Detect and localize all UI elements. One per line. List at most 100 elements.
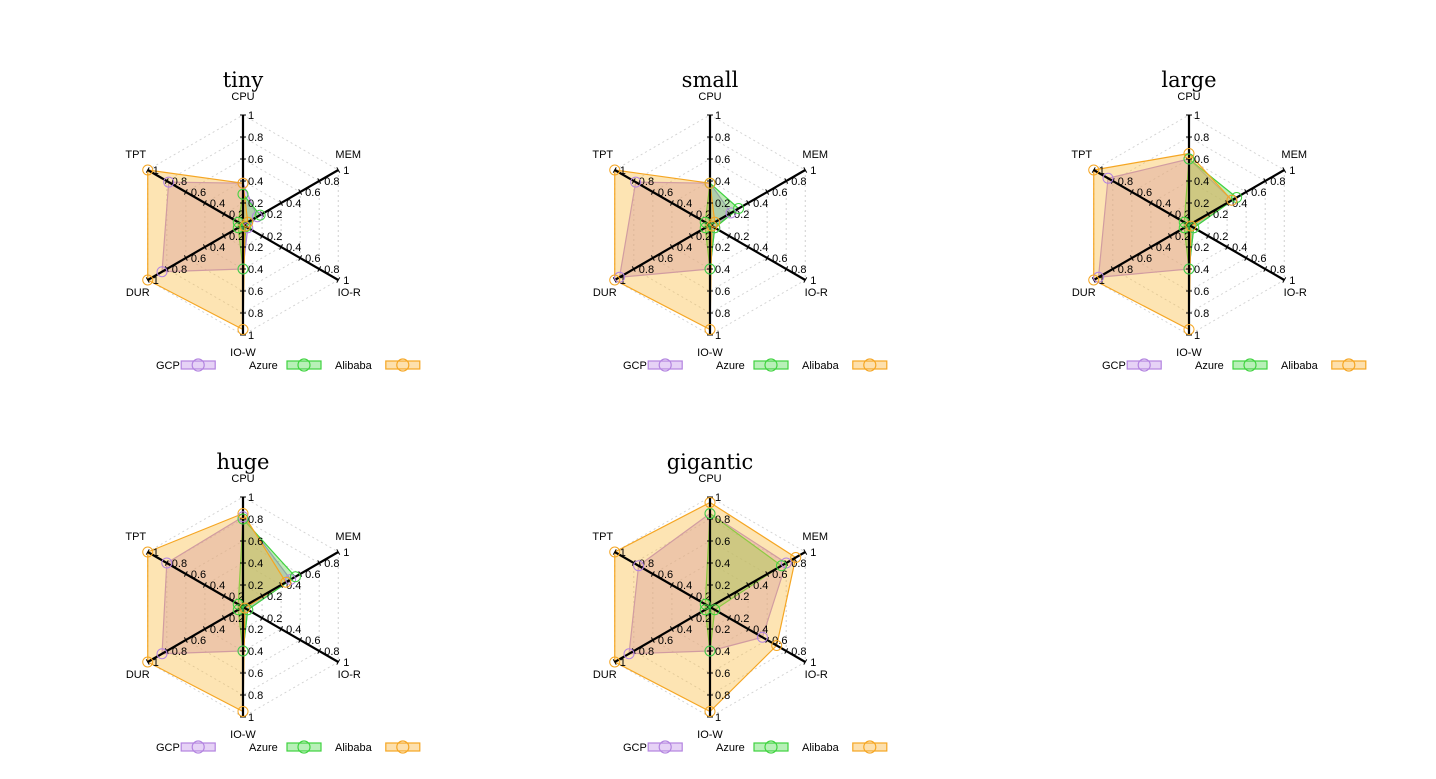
tick-label: 0.6 (1251, 253, 1266, 265)
tick-label: 1 (1194, 330, 1200, 342)
tick-label: 0.4 (210, 198, 225, 210)
legend-label-azure: Azure (1195, 360, 1224, 372)
tick-label: 1 (153, 547, 159, 559)
data-point-azure (699, 598, 711, 610)
data-point-alibaba (142, 164, 154, 176)
axis-label-cpu: CPU (231, 91, 254, 103)
tick-label: 1 (1099, 165, 1105, 177)
data-point-azure (1183, 153, 1195, 165)
axis-line-io-r (1188, 224, 1285, 281)
tick-label: 0.4 (286, 198, 301, 210)
legend-marker-azure (764, 740, 778, 754)
axis-line-tpt (147, 551, 244, 608)
radar-chart-small: small 0.2 0.4 0.6 0.8 1 CPU 0.2 0.4 0.6 0.8 1 MEM 0.2… (592, 68, 888, 372)
tick-mark (727, 233, 731, 239)
data-point-gcp (630, 176, 642, 188)
data-point-alibaba (704, 706, 716, 717)
axis-line-mem (709, 551, 806, 608)
radar-chart-gigantic: gigantic 0.2 0.4 0.6 0.8 1 CPU 0.2 0.4 0.6 0.8 1 MEM… (592, 450, 888, 754)
tick-label: 1 (715, 110, 721, 122)
tick-mark (669, 244, 674, 250)
tick-mark (145, 549, 150, 555)
tick-mark (1225, 244, 1230, 250)
data-point-alibaba (609, 164, 621, 176)
legend-swatch-alibaba (385, 742, 421, 752)
axis-label-io-r: IO-R (338, 287, 361, 299)
tick-label: 0.4 (286, 242, 301, 254)
tick-label: 0.4 (677, 198, 692, 210)
legend-label-gcp: GCP (156, 360, 180, 372)
tick-mark (1263, 266, 1268, 272)
data-point-azure (237, 645, 249, 657)
axis-label-io-r: IO-R (805, 669, 828, 681)
tick-mark (279, 626, 284, 632)
legend-label-gcp: GCP (156, 742, 180, 754)
tick-label: 0.8 (791, 264, 806, 276)
tick-mark (650, 255, 655, 261)
tick-label: 0.2 (267, 231, 282, 243)
tick-label: 0.8 (639, 176, 654, 188)
legend-label-gcp: GCP (623, 742, 647, 754)
legend-label-alibaba: Alibaba (335, 360, 373, 372)
tick-label: 0.6 (191, 569, 206, 581)
legend-marker-alibaba (1342, 358, 1356, 372)
data-point-gcp (161, 557, 173, 569)
data-point-alibaba (142, 546, 154, 558)
tick-label: 0.6 (248, 668, 263, 680)
tick-mark (803, 659, 808, 665)
legend-label-alibaba: Alibaba (1281, 360, 1319, 372)
tick-mark (1110, 266, 1115, 272)
data-point-gcp (1102, 172, 1114, 184)
legend-marker-gcp (1137, 358, 1151, 372)
data-point-azure (704, 263, 716, 275)
tick-mark (746, 244, 751, 250)
tick-label: 0.8 (1270, 264, 1285, 276)
data-point-alibaba (1088, 164, 1100, 176)
data-point-alibaba (237, 508, 249, 519)
axis-label-tpt: TPT (125, 149, 146, 161)
tick-label: 1 (343, 657, 349, 669)
tick-label: 0.4 (286, 624, 301, 636)
tick-label: 0.4 (753, 198, 768, 210)
tick-mark (1225, 200, 1230, 206)
legend-label-alibaba: Alibaba (802, 360, 840, 372)
tick-label: 0.8 (172, 176, 187, 188)
tick-label: 0.6 (715, 286, 730, 298)
axis-label-mem: MEM (1281, 149, 1307, 161)
tick-mark (1148, 200, 1153, 206)
tick-mark (803, 549, 808, 555)
data-point-alibaba (1088, 274, 1100, 286)
legend-swatch-gcp (180, 360, 216, 370)
tick-label: 0.4 (715, 558, 730, 570)
axis-label-io-r: IO-R (805, 287, 828, 299)
axis-line-tpt (614, 551, 711, 608)
tick-label: 0.6 (715, 536, 730, 548)
tick-label: 0.4 (210, 242, 225, 254)
tick-mark (631, 266, 636, 272)
series-area-alibaba (614, 501, 797, 713)
tick-mark (317, 266, 322, 272)
data-point-alibaba (709, 216, 721, 228)
data-point-alibaba (1185, 220, 1197, 232)
tick-label: 0.4 (1156, 198, 1171, 210)
data-point-alibaba (142, 274, 154, 286)
tick-label: 0.2 (1194, 242, 1209, 254)
tick-label: 0.8 (248, 690, 263, 702)
tick-label: 0.2 (248, 624, 263, 636)
tick-mark (183, 255, 188, 261)
tick-mark (689, 211, 693, 217)
tick-label: 0.2 (248, 580, 263, 592)
tick-label: 0.4 (677, 580, 692, 592)
data-point-azure (704, 645, 716, 657)
tick-label: 0.8 (324, 646, 339, 658)
data-point-alibaba (609, 274, 621, 286)
tick-mark (1168, 233, 1172, 239)
legend-marker-alibaba (396, 358, 410, 372)
tick-mark (784, 178, 789, 184)
tick-label: 1 (248, 110, 254, 122)
tick-mark (746, 200, 751, 206)
tick-label: 0.2 (715, 242, 730, 254)
tick-label: 0.6 (715, 668, 730, 680)
tick-label: 0.6 (305, 253, 320, 265)
tick-mark (336, 167, 341, 173)
